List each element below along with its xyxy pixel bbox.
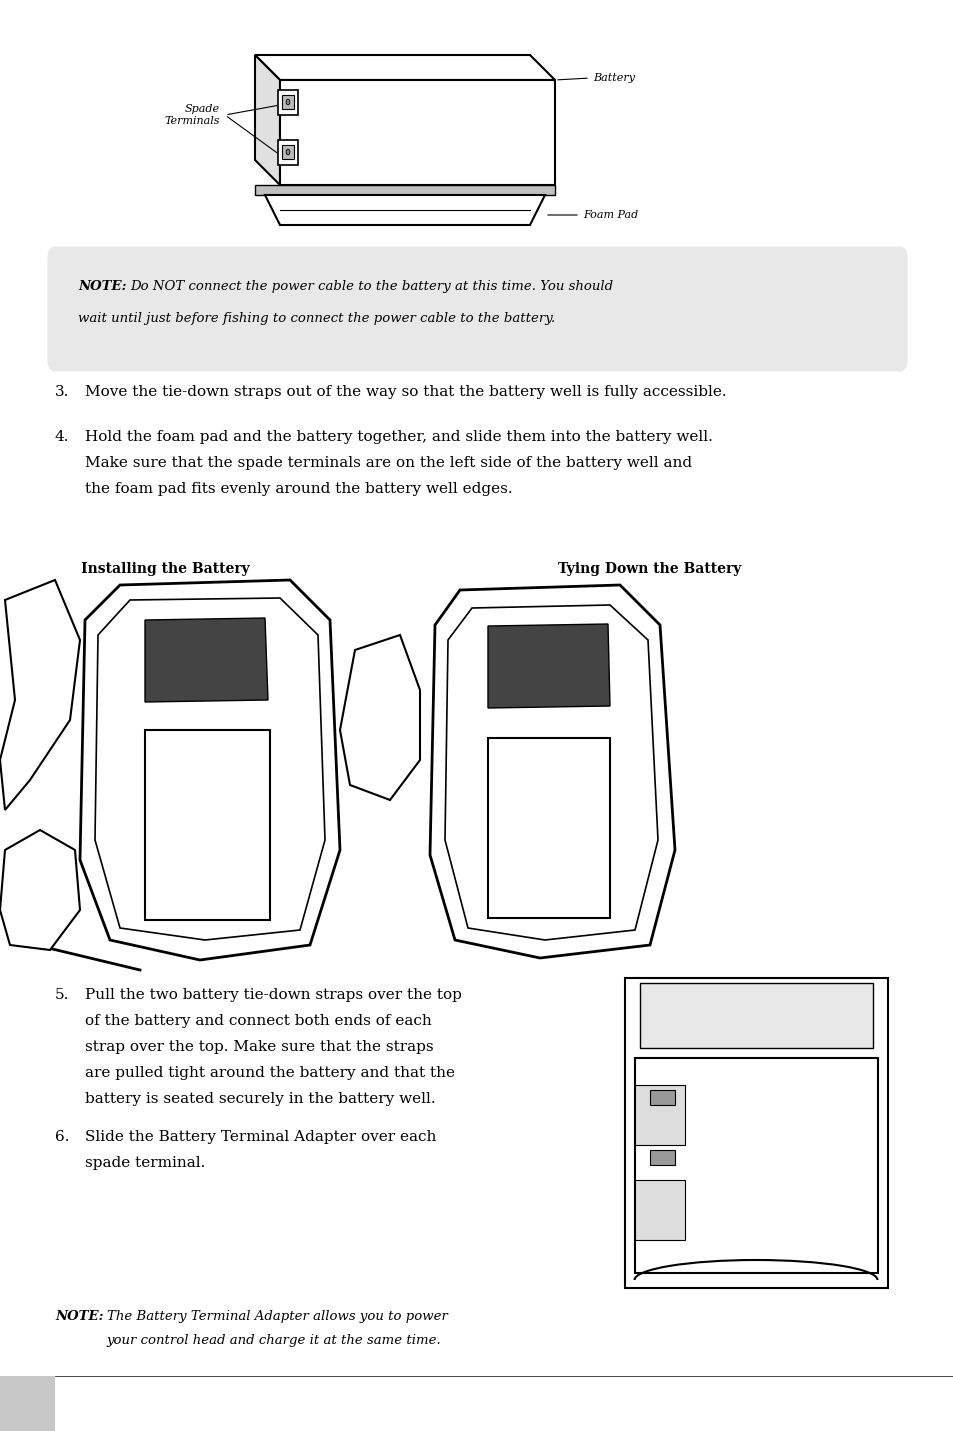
Text: 3.: 3. xyxy=(55,385,70,399)
Text: Make sure that the spade terminals are on the left side of the battery well and: Make sure that the spade terminals are o… xyxy=(85,456,691,469)
Polygon shape xyxy=(277,90,297,114)
Text: of the battery and connect both ends of each: of the battery and connect both ends of … xyxy=(85,1015,432,1027)
Polygon shape xyxy=(145,618,268,703)
FancyBboxPatch shape xyxy=(48,246,906,372)
Text: are pulled tight around the battery and that the: are pulled tight around the battery and … xyxy=(85,1066,455,1080)
Text: Spade
Terminals: Spade Terminals xyxy=(164,104,220,126)
Polygon shape xyxy=(488,624,609,708)
Circle shape xyxy=(286,149,290,155)
Text: strap over the top. Make sure that the straps: strap over the top. Make sure that the s… xyxy=(85,1040,434,1055)
Text: The Battery Terminal Adapter allows you to power: The Battery Terminal Adapter allows you … xyxy=(107,1309,447,1324)
Text: the foam pad fits evenly around the battery well edges.: the foam pad fits evenly around the batt… xyxy=(85,482,512,497)
Polygon shape xyxy=(639,983,872,1047)
Polygon shape xyxy=(635,1181,684,1241)
Polygon shape xyxy=(649,1090,675,1105)
Text: Battery: Battery xyxy=(593,73,635,83)
Polygon shape xyxy=(0,830,80,950)
Text: Do NOT connect the power cable to the battery at this time. You should: Do NOT connect the power cable to the ba… xyxy=(130,280,613,293)
Text: spade terminal.: spade terminal. xyxy=(85,1156,205,1171)
Text: NOTE:: NOTE: xyxy=(55,1309,103,1324)
Polygon shape xyxy=(282,94,294,109)
Text: Hold the foam pad and the battery together, and slide them into the battery well: Hold the foam pad and the battery togeth… xyxy=(85,429,712,444)
Text: 10: 10 xyxy=(15,1394,38,1411)
Polygon shape xyxy=(444,605,658,940)
Polygon shape xyxy=(339,635,419,800)
Polygon shape xyxy=(254,54,280,185)
Text: 6.: 6. xyxy=(55,1130,70,1143)
Polygon shape xyxy=(0,580,80,810)
Polygon shape xyxy=(649,1151,675,1165)
Text: your control head and charge it at the same time.: your control head and charge it at the s… xyxy=(107,1334,441,1347)
Polygon shape xyxy=(277,140,297,165)
Text: 4.: 4. xyxy=(55,429,70,444)
Text: battery is seated securely in the battery well.: battery is seated securely in the batter… xyxy=(85,1092,436,1106)
Polygon shape xyxy=(635,1058,877,1274)
Text: Slide the Battery Terminal Adapter over each: Slide the Battery Terminal Adapter over … xyxy=(85,1130,436,1143)
Text: Foam Pad: Foam Pad xyxy=(582,210,638,220)
Polygon shape xyxy=(254,54,555,80)
Text: Move the tie-down straps out of the way so that the battery well is fully access: Move the tie-down straps out of the way … xyxy=(85,385,726,399)
Polygon shape xyxy=(430,585,675,957)
Polygon shape xyxy=(265,195,544,225)
Text: NOTE:: NOTE: xyxy=(78,280,127,293)
Polygon shape xyxy=(635,1085,684,1145)
Text: wait until just before fishing to connect the power cable to the battery.: wait until just before fishing to connec… xyxy=(78,312,555,325)
Text: 5.: 5. xyxy=(55,987,70,1002)
Text: Installing the Battery: Installing the Battery xyxy=(81,562,249,577)
Text: Tying Down the Battery: Tying Down the Battery xyxy=(558,562,740,577)
Polygon shape xyxy=(95,598,325,940)
Polygon shape xyxy=(145,730,270,920)
Polygon shape xyxy=(282,145,294,159)
Polygon shape xyxy=(80,580,339,960)
Circle shape xyxy=(286,99,290,104)
Text: Pull the two battery tie-down straps over the top: Pull the two battery tie-down straps ove… xyxy=(85,987,461,1002)
Polygon shape xyxy=(254,185,555,195)
Polygon shape xyxy=(280,80,555,185)
FancyBboxPatch shape xyxy=(0,1377,55,1431)
Polygon shape xyxy=(624,977,887,1288)
Polygon shape xyxy=(488,738,609,919)
